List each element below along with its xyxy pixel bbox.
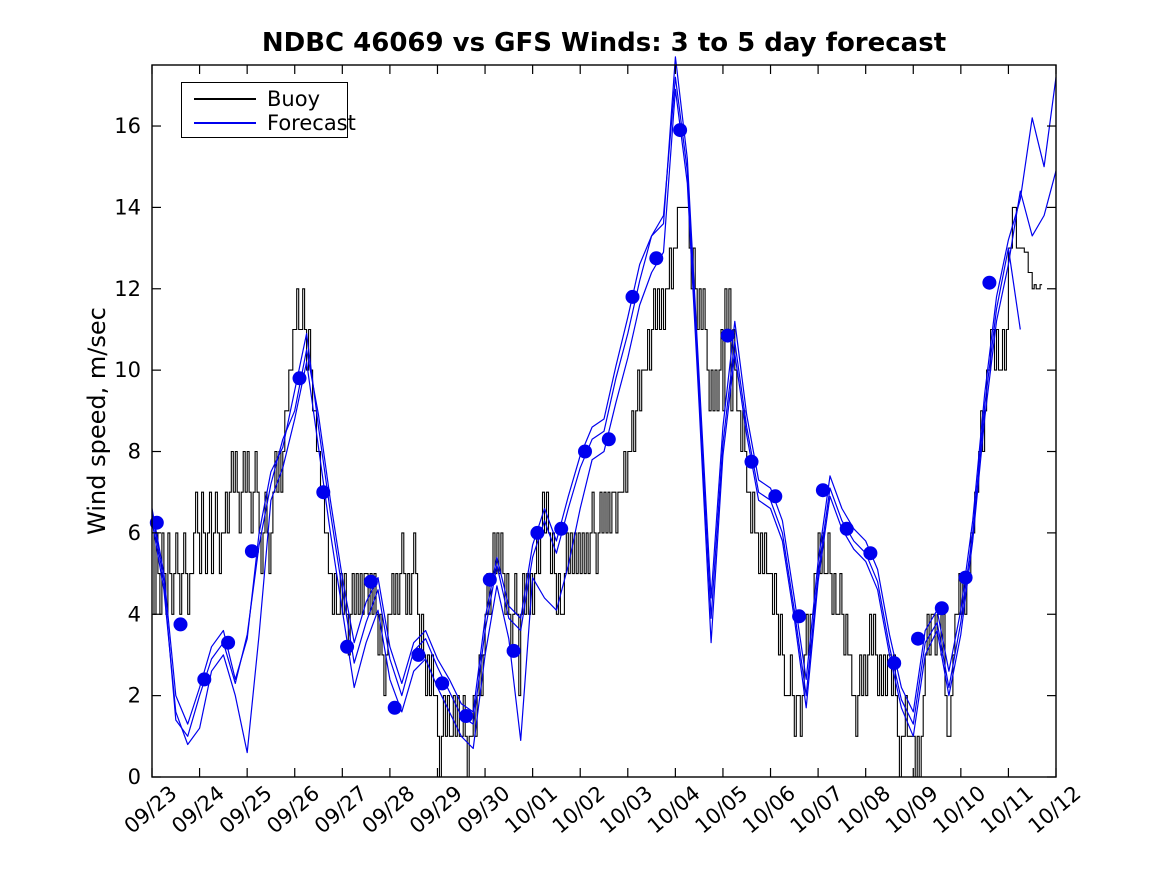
legend-item-forecast: Forecast bbox=[194, 111, 356, 135]
svg-text:09/26: 09/26 bbox=[262, 781, 324, 838]
svg-text:16: 16 bbox=[114, 114, 141, 138]
svg-text:09/27: 09/27 bbox=[310, 781, 372, 838]
legend-label-forecast: Forecast bbox=[267, 110, 356, 135]
svg-text:10/12: 10/12 bbox=[1024, 781, 1086, 838]
svg-text:10/11: 10/11 bbox=[976, 781, 1038, 838]
buoy-line-sample bbox=[194, 98, 256, 100]
svg-text:09/28: 09/28 bbox=[357, 781, 419, 838]
svg-text:10/02: 10/02 bbox=[548, 781, 610, 838]
legend-label-buoy: Buoy bbox=[267, 86, 320, 111]
svg-text:8: 8 bbox=[128, 440, 141, 464]
svg-text:10/09: 10/09 bbox=[881, 781, 943, 838]
forecast-line-sample bbox=[194, 122, 256, 124]
svg-text:4: 4 bbox=[128, 602, 141, 626]
svg-text:09/25: 09/25 bbox=[215, 781, 277, 838]
svg-text:10/10: 10/10 bbox=[928, 781, 990, 838]
svg-text:10/06: 10/06 bbox=[738, 781, 800, 838]
svg-text:09/29: 09/29 bbox=[405, 781, 467, 838]
svg-text:10/07: 10/07 bbox=[786, 781, 848, 838]
svg-text:09/30: 09/30 bbox=[453, 781, 515, 838]
svg-text:09/23: 09/23 bbox=[120, 781, 182, 838]
legend-item-buoy: Buoy bbox=[194, 87, 347, 111]
svg-text:10/03: 10/03 bbox=[595, 781, 657, 838]
chart-title: NDBC 46069 vs GFS Winds: 3 to 5 day fore… bbox=[261, 28, 947, 58]
svg-text:6: 6 bbox=[128, 521, 141, 545]
y-axis-label: Wind speed, m/sec bbox=[83, 307, 111, 535]
svg-text:10/04: 10/04 bbox=[643, 781, 705, 838]
svg-text:10/08: 10/08 bbox=[833, 781, 895, 838]
legend: Buoy Forecast bbox=[181, 82, 356, 138]
svg-text:09/24: 09/24 bbox=[167, 781, 229, 838]
svg-text:12: 12 bbox=[114, 277, 141, 301]
svg-text:10: 10 bbox=[114, 358, 141, 382]
svg-text:0: 0 bbox=[128, 765, 141, 789]
svg-text:14: 14 bbox=[114, 195, 141, 219]
svg-text:10/01: 10/01 bbox=[500, 781, 562, 838]
svg-text:10/05: 10/05 bbox=[691, 781, 753, 838]
svg-text:2: 2 bbox=[128, 684, 141, 708]
